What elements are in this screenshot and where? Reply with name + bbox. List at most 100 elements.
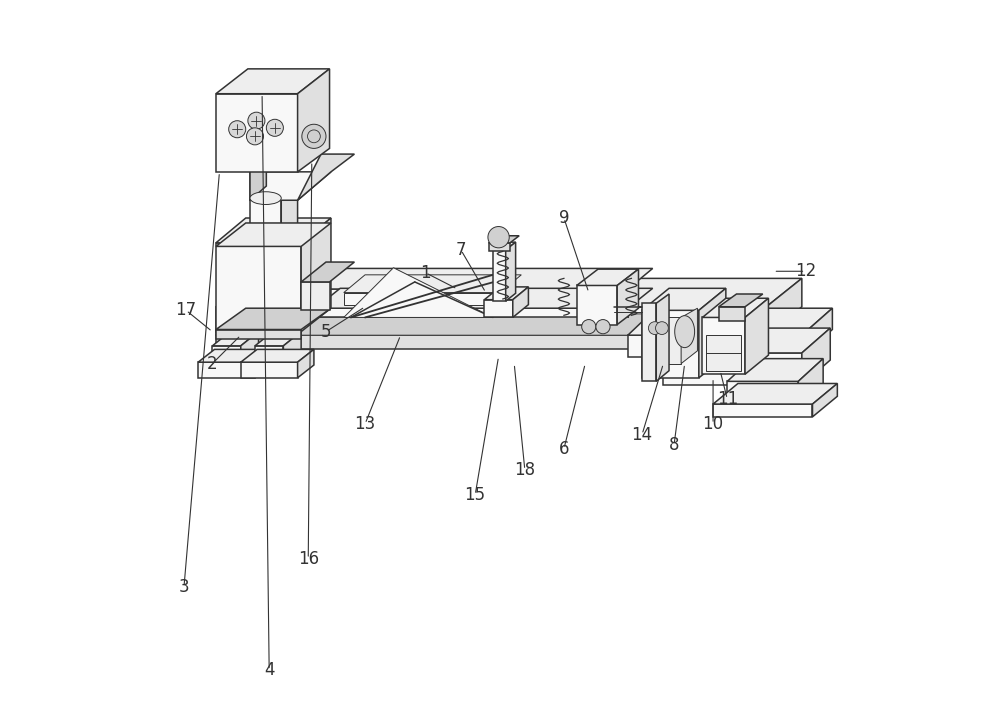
Polygon shape [577, 285, 617, 324]
Polygon shape [255, 346, 283, 364]
Polygon shape [681, 308, 697, 364]
Polygon shape [642, 310, 699, 378]
Polygon shape [216, 218, 331, 243]
Polygon shape [513, 287, 528, 317]
Polygon shape [702, 298, 768, 317]
Polygon shape [798, 359, 823, 406]
Circle shape [596, 319, 610, 334]
Polygon shape [642, 288, 726, 310]
Polygon shape [216, 93, 298, 172]
Circle shape [266, 119, 283, 136]
Polygon shape [255, 332, 301, 346]
Polygon shape [713, 384, 837, 404]
Text: 18: 18 [514, 461, 535, 479]
Polygon shape [250, 158, 266, 200]
Polygon shape [281, 186, 298, 247]
Polygon shape [216, 329, 301, 339]
Polygon shape [301, 218, 331, 332]
Polygon shape [577, 269, 638, 285]
Polygon shape [241, 332, 259, 364]
Polygon shape [216, 335, 766, 349]
Ellipse shape [250, 192, 281, 205]
Polygon shape [617, 269, 638, 324]
Polygon shape [802, 328, 830, 385]
Polygon shape [702, 317, 745, 374]
Polygon shape [766, 278, 802, 335]
Circle shape [648, 322, 661, 334]
Polygon shape [812, 384, 837, 417]
Text: 12: 12 [795, 262, 816, 280]
Polygon shape [216, 69, 330, 93]
Polygon shape [250, 186, 298, 200]
Ellipse shape [675, 316, 695, 348]
Polygon shape [802, 308, 832, 356]
Text: 13: 13 [354, 415, 376, 433]
Polygon shape [699, 288, 726, 378]
Polygon shape [255, 349, 271, 378]
Polygon shape [719, 294, 763, 307]
Polygon shape [301, 282, 330, 310]
Polygon shape [493, 242, 516, 250]
Polygon shape [241, 362, 298, 378]
Circle shape [302, 124, 326, 148]
Polygon shape [241, 349, 314, 362]
Circle shape [248, 112, 265, 129]
Circle shape [582, 319, 596, 334]
Circle shape [488, 227, 509, 248]
Polygon shape [216, 307, 766, 335]
Polygon shape [489, 243, 510, 252]
Text: 3: 3 [179, 578, 189, 596]
Polygon shape [344, 292, 500, 305]
Polygon shape [663, 328, 830, 353]
Polygon shape [198, 349, 271, 362]
Polygon shape [315, 289, 628, 299]
Polygon shape [706, 335, 741, 371]
Polygon shape [727, 359, 823, 381]
Polygon shape [344, 275, 521, 292]
Text: 7: 7 [456, 241, 466, 259]
Polygon shape [216, 308, 331, 329]
Polygon shape [298, 154, 354, 200]
Polygon shape [649, 317, 681, 364]
Text: 16: 16 [298, 550, 319, 568]
Polygon shape [642, 303, 656, 381]
Polygon shape [283, 332, 301, 364]
Polygon shape [216, 243, 301, 332]
Polygon shape [301, 262, 354, 282]
Polygon shape [656, 294, 669, 381]
Text: 11: 11 [717, 390, 738, 408]
Polygon shape [628, 335, 802, 356]
Text: 5: 5 [321, 323, 331, 341]
Polygon shape [745, 298, 768, 374]
Circle shape [246, 128, 263, 145]
Polygon shape [216, 223, 331, 247]
Polygon shape [506, 242, 516, 301]
Text: 8: 8 [669, 436, 679, 454]
Polygon shape [489, 236, 519, 243]
Polygon shape [298, 349, 314, 378]
Polygon shape [298, 69, 330, 172]
Text: 6: 6 [559, 440, 569, 458]
Polygon shape [344, 267, 493, 317]
Polygon shape [628, 308, 832, 335]
Circle shape [229, 120, 246, 138]
Text: 14: 14 [631, 426, 653, 443]
Text: 4: 4 [264, 662, 274, 679]
Polygon shape [250, 172, 331, 200]
Polygon shape [315, 308, 628, 317]
Polygon shape [727, 381, 798, 406]
Polygon shape [250, 200, 281, 247]
Polygon shape [484, 287, 528, 299]
Text: 15: 15 [465, 486, 486, 504]
Text: 10: 10 [703, 415, 724, 433]
Text: 1: 1 [420, 264, 431, 282]
Text: 2: 2 [207, 354, 218, 373]
Text: 9: 9 [559, 209, 569, 227]
Polygon shape [719, 307, 745, 321]
Polygon shape [212, 346, 241, 364]
Polygon shape [216, 278, 802, 307]
Circle shape [656, 322, 668, 334]
Polygon shape [315, 268, 653, 289]
Polygon shape [198, 362, 255, 378]
Polygon shape [493, 250, 506, 301]
